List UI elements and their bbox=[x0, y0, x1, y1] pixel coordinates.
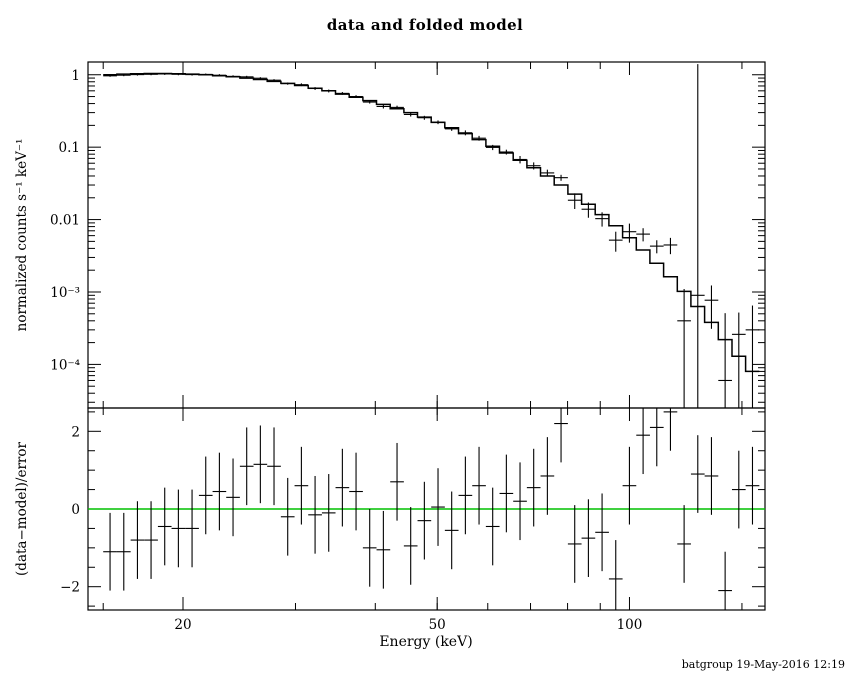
x-axis-label: Energy (keV) bbox=[379, 634, 473, 650]
svg-text:0.01: 0.01 bbox=[50, 213, 80, 229]
svg-text:10⁻³: 10⁻³ bbox=[50, 285, 80, 301]
svg-text:10⁻⁴: 10⁻⁴ bbox=[50, 357, 80, 373]
svg-text:20: 20 bbox=[174, 617, 191, 633]
svg-text:2: 2 bbox=[71, 424, 80, 440]
plot-title: data and folded model bbox=[326, 16, 524, 34]
svg-text:−2: −2 bbox=[60, 580, 80, 596]
svg-text:0.1: 0.1 bbox=[59, 140, 80, 156]
svg-text:50: 50 bbox=[429, 617, 446, 633]
svg-text:0: 0 bbox=[71, 502, 80, 518]
svg-text:1: 1 bbox=[71, 68, 80, 84]
svg-text:100: 100 bbox=[617, 617, 643, 633]
plot-timestamp: batgroup 19-May-2016 12:19 bbox=[681, 658, 845, 671]
